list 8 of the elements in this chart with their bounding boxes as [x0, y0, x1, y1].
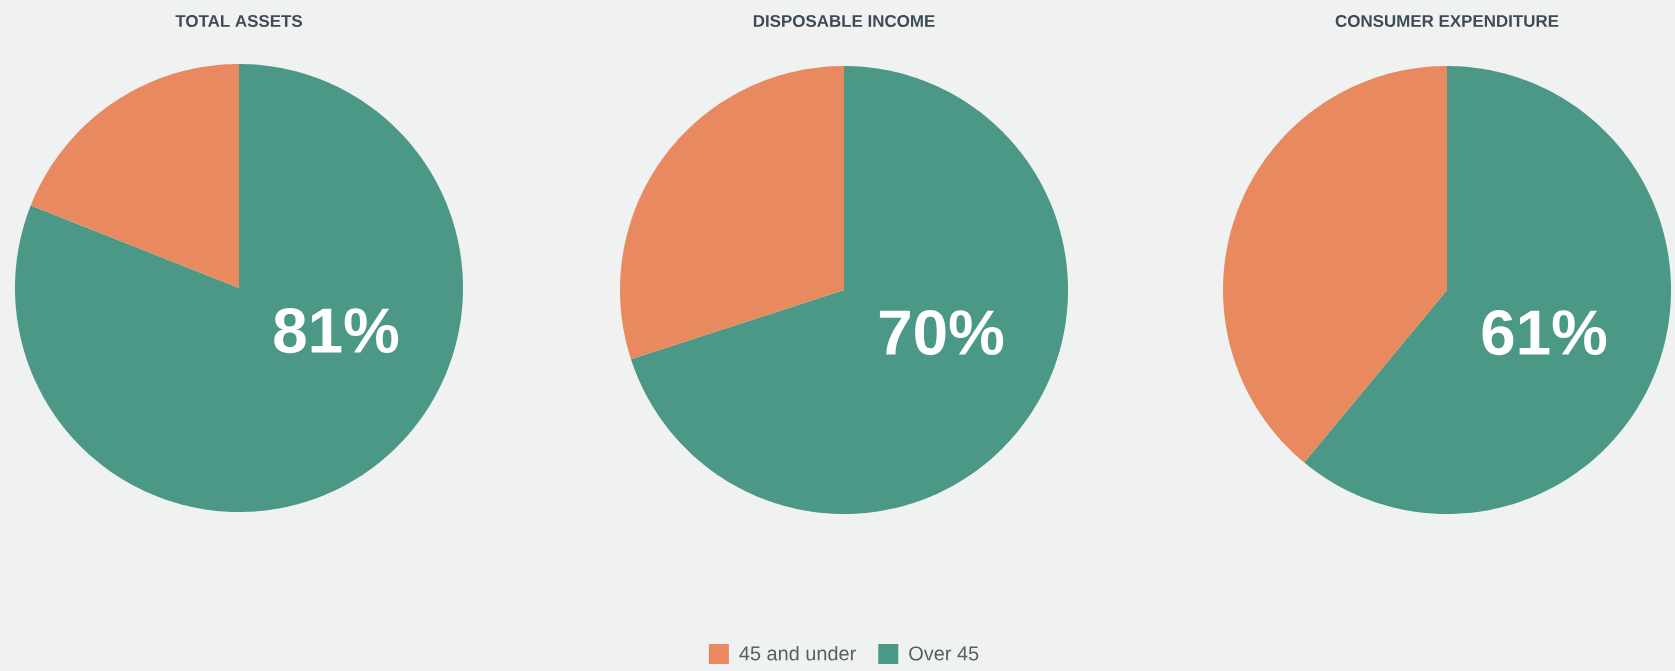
- chart-title: CONSUMER EXPENDITURE: [1335, 14, 1559, 27]
- data-label: 70%: [879, 309, 1004, 356]
- chart-title: TOTAL ASSETS: [175, 14, 303, 27]
- legend-label: 45 and under: [739, 645, 856, 661]
- chart-title: DISPOSABLE INCOME: [753, 14, 935, 27]
- data-label: 81%: [274, 307, 399, 354]
- legend-label: Over 45: [909, 646, 979, 661]
- data-label: 61%: [1482, 309, 1607, 356]
